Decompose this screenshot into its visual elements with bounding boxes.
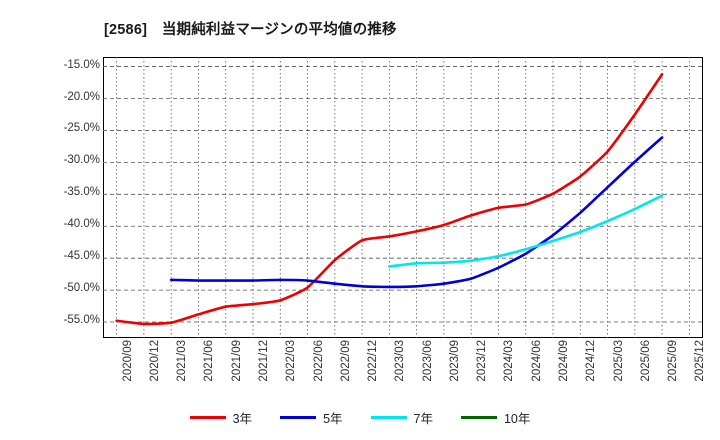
x-axis-tick-label: 2021/03 [176, 340, 189, 382]
legend-item-7年[interactable]: 7年 [370, 408, 433, 427]
y-axis-tick-label: -25.0% [63, 122, 100, 135]
legend-item-3年[interactable]: 3年 [189, 408, 253, 427]
chart-legend: 3年 5年 7年 10年 [0, 404, 720, 430]
x-axis-tick-label: 2025/12 [694, 340, 707, 382]
y-axis-tick-label: -30.0% [63, 154, 100, 167]
x-axis-tick-label: 2025/06 [639, 340, 652, 382]
page-title: [2586] 当期純利益マージンの平均値の推移 [104, 22, 397, 38]
x-axis-tick-label: 2021/09 [230, 340, 243, 382]
legend-swatch-5年 [280, 415, 317, 419]
x-axis-tick-label: 2025/03 [612, 340, 625, 382]
chart-canvas [103, 57, 703, 338]
legend-label: 5年 [323, 411, 343, 426]
legend-label: 3年 [232, 411, 253, 426]
y-axis-tick-label: -45.0% [63, 250, 100, 263]
legend-item-10年[interactable]: 10年 [460, 408, 531, 427]
series-line-7年 [388, 194, 664, 268]
x-axis-tick-label: 2024/09 [558, 340, 570, 382]
x-axis-tick-label: 2023/03 [394, 340, 407, 382]
legend-item-5年[interactable]: 5年 [280, 408, 343, 427]
x-axis-tick-label: 2023/06 [421, 340, 434, 382]
x-axis-tick-label: 2024/06 [530, 340, 543, 382]
x-axis-tick-label: 2023/12 [476, 340, 489, 382]
x-axis-tick-label: 2022/09 [339, 340, 352, 382]
x-axis-tick-label: 2020/12 [148, 340, 161, 382]
y-axis-tick-label: -40.0% [63, 218, 100, 231]
x-axis-tick-label: 2021/12 [258, 340, 270, 382]
y-axis-tick-label: -35.0% [63, 186, 100, 199]
series-line-3年 [115, 72, 664, 326]
y-axis-labels: -15.0% -20.0% -25.0% -30.0% -35.0% -40.0% -45.… [40, 57, 100, 338]
x-axis-tick-label: 2022/03 [285, 340, 298, 382]
x-axis-tick-label: 2021/06 [203, 340, 216, 382]
x-axis-tick-label: 2022/12 [367, 340, 380, 382]
x-axis-tick-label: 2023/09 [448, 340, 461, 382]
y-axis-tick-label: -15.0% [63, 58, 100, 71]
x-axis-labels: 2020/09 2020/12 2021/03 2021/06 2021/09 2021/… [103, 340, 707, 400]
x-axis-tick-label: 2024/03 [503, 340, 516, 382]
legend-label: 10年 [503, 411, 531, 426]
plot-area-frame [103, 57, 703, 338]
x-axis-tick-label: 2025/09 [667, 340, 680, 382]
legend-swatch-10年 [460, 415, 497, 419]
x-axis-tick-label: 2024/12 [585, 340, 598, 382]
legend-swatch-7年 [370, 415, 407, 419]
legend-swatch-3年 [189, 415, 226, 419]
y-axis-tick-label: -55.0% [63, 314, 100, 327]
x-axis-tick-label: 2022/06 [312, 340, 325, 382]
series-line-5年 [169, 136, 664, 289]
y-axis-tick-label: -50.0% [63, 282, 100, 295]
legend-label: 7年 [413, 411, 433, 426]
y-axis-tick-label: -20.0% [63, 90, 100, 103]
x-axis-tick-label: 2020/09 [121, 340, 134, 382]
